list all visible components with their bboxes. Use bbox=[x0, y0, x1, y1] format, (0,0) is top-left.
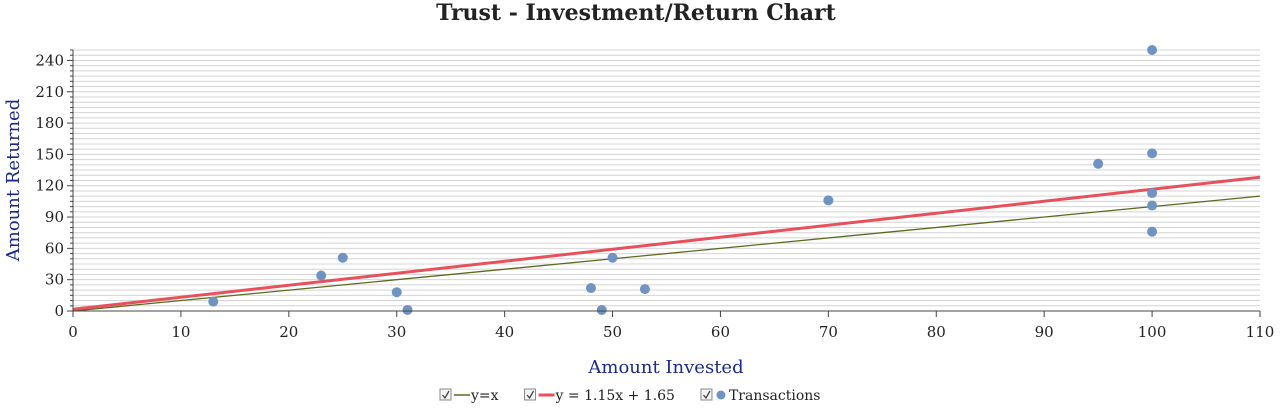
x-tick-label: 60 bbox=[711, 323, 730, 341]
y-tick-labels: 0 30 60 90 120 150 180 210 240 bbox=[35, 51, 64, 320]
x-tick-labels: 0 10 20 30 40 50 60 70 80 90 100 110 bbox=[68, 323, 1274, 341]
y-tick-label: 240 bbox=[35, 51, 64, 69]
x-tick-label: 10 bbox=[171, 323, 190, 341]
transaction-points bbox=[208, 45, 1158, 315]
data-point bbox=[337, 252, 348, 263]
checkmark-icon bbox=[526, 390, 535, 400]
data-point bbox=[402, 304, 413, 315]
data-point bbox=[1147, 148, 1158, 159]
y-tick-label: 150 bbox=[35, 145, 64, 163]
data-point bbox=[607, 252, 618, 263]
y-axis-title: Amount Returned bbox=[3, 99, 24, 262]
x-tick-label: 30 bbox=[387, 323, 406, 341]
legend-item[interactable]: y=x bbox=[439, 388, 499, 404]
legend: y=x y = 1.15x + 1.65 Transactions bbox=[439, 388, 821, 404]
legend-swatch bbox=[716, 390, 726, 400]
data-point bbox=[823, 195, 834, 206]
data-point bbox=[1147, 188, 1158, 199]
data-point bbox=[391, 287, 402, 298]
data-point bbox=[1147, 226, 1158, 237]
x-tick-label: 40 bbox=[495, 323, 514, 341]
legend-label: Transactions bbox=[729, 388, 821, 404]
x-axis-title: Amount Invested bbox=[587, 357, 743, 378]
x-tick-label: 20 bbox=[279, 323, 298, 341]
data-point bbox=[585, 283, 596, 294]
checkmark-icon bbox=[702, 390, 711, 400]
legend-checkbox[interactable] bbox=[700, 388, 713, 401]
checkmark-icon bbox=[442, 390, 450, 400]
x-tick-label: 90 bbox=[1035, 323, 1054, 341]
x-tick-label: 110 bbox=[1246, 323, 1275, 341]
y-tick-label: 120 bbox=[35, 177, 64, 195]
legend-label: y=x bbox=[470, 388, 499, 404]
axes bbox=[67, 49, 1261, 317]
data-point bbox=[596, 304, 607, 315]
legend-checkbox[interactable] bbox=[439, 388, 452, 401]
data-point bbox=[639, 284, 650, 295]
y-tick-label: 0 bbox=[54, 302, 64, 320]
data-point bbox=[208, 296, 219, 307]
y-tick-label: 60 bbox=[45, 239, 64, 257]
legend-item[interactable]: Transactions bbox=[700, 388, 821, 404]
series-line bbox=[72, 195, 1261, 312]
series-line bbox=[72, 175, 1261, 311]
data-point bbox=[1147, 200, 1158, 211]
legend-item[interactable]: y = 1.15x + 1.65 bbox=[524, 388, 675, 404]
data-point bbox=[1147, 45, 1158, 55]
y-tick-label: 180 bbox=[35, 114, 64, 132]
x-tick-label: 50 bbox=[603, 323, 622, 341]
series-lines bbox=[72, 175, 1261, 312]
legend-checkbox[interactable] bbox=[524, 388, 537, 401]
x-tick-label: 70 bbox=[819, 323, 838, 341]
legend-label: y = 1.15x + 1.65 bbox=[555, 388, 675, 404]
y-tick-label: 90 bbox=[45, 208, 64, 226]
x-tick-label: 0 bbox=[68, 323, 78, 341]
data-point bbox=[316, 270, 327, 281]
x-tick-label: 100 bbox=[1138, 323, 1167, 341]
chart-title: Trust - Investment/Return Chart bbox=[436, 0, 836, 26]
y-tick-label: 210 bbox=[35, 83, 64, 101]
x-tick-label: 80 bbox=[927, 323, 946, 341]
y-tick-label: 30 bbox=[45, 271, 64, 289]
data-point bbox=[1093, 158, 1104, 169]
grid-lines bbox=[73, 49, 1260, 307]
